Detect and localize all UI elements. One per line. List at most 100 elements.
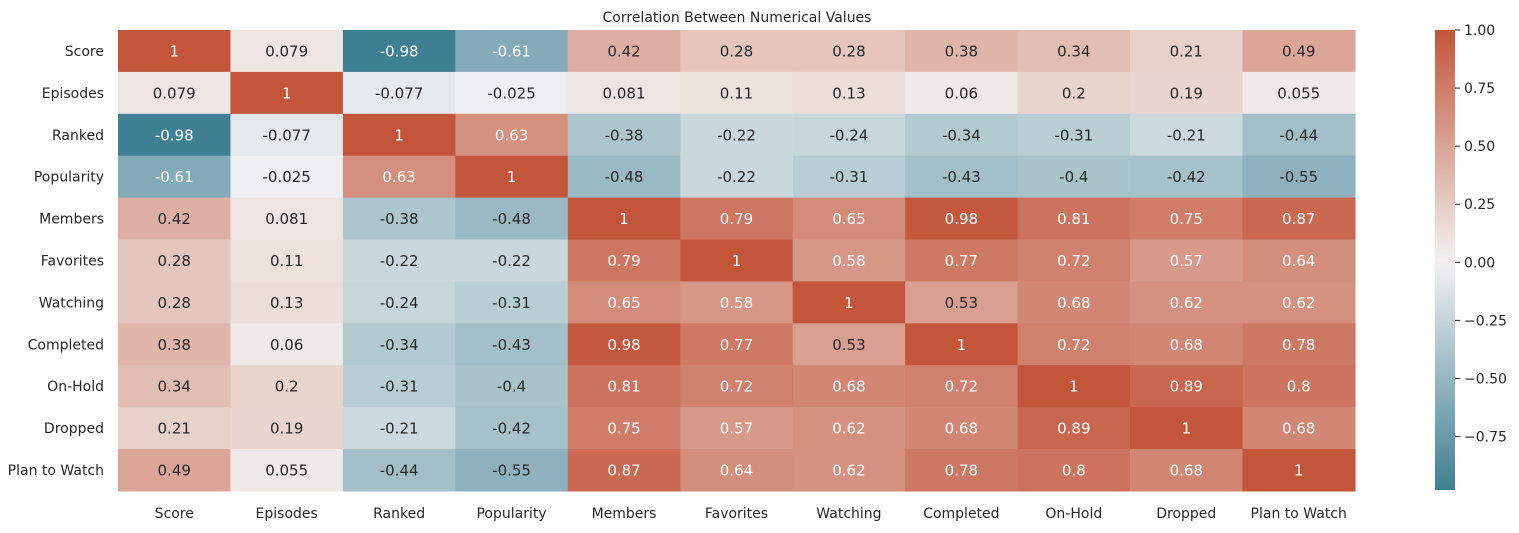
cell-on-hold-watching [792, 365, 906, 408]
cell-value-label: -0.44 [380, 461, 419, 479]
cell-watching-plan-to-watch [1242, 281, 1356, 324]
cell-value-label: -0.34 [380, 336, 419, 354]
cell-popularity-score [118, 155, 232, 199]
cell-value-label: 0.89 [1057, 420, 1090, 438]
cell-value-label: -0.4 [497, 378, 526, 396]
cell-value-label: 0.81 [607, 378, 640, 396]
cell-value-label: 0.34 [1057, 42, 1090, 60]
cell-value-label: 0.72 [1057, 252, 1090, 270]
cell-members-favorites [680, 197, 794, 241]
cell-watching-members [567, 281, 681, 324]
cell-dropped-dropped [1130, 407, 1244, 450]
cell-dropped-popularity [455, 407, 569, 450]
cell-value-label: 0.57 [1170, 252, 1203, 270]
cell-value-label: -0.34 [942, 126, 981, 144]
cell-completed-on-hold [1017, 323, 1131, 366]
cell-value-label: 0.11 [720, 84, 753, 102]
cell-score-ranked [342, 30, 456, 73]
cell-value-label: 0.58 [832, 252, 865, 270]
cell-episodes-score [118, 71, 232, 115]
cell-watching-favorites [680, 281, 794, 324]
cell-watching-dropped [1130, 281, 1244, 324]
x-tick-label: Dropped [1156, 506, 1216, 522]
cell-value-label: 0.055 [1277, 84, 1320, 102]
y-tick-label: Score [65, 44, 104, 60]
cell-members-popularity [455, 197, 569, 241]
cell-episodes-favorites [680, 71, 794, 115]
cell-value-label: 0.68 [1170, 461, 1203, 479]
colorbar-tick-label: 1.00 [1464, 23, 1495, 39]
cell-plan-to-watch-popularity [455, 449, 569, 492]
colorbar-tick-label: 0.75 [1464, 81, 1495, 97]
y-tick-label: Dropped [44, 421, 104, 437]
cell-value-label: 0.68 [832, 378, 865, 396]
cell-plan-to-watch-favorites [680, 449, 794, 492]
cell-value-label: 0.28 [158, 294, 191, 312]
cell-popularity-ranked [342, 155, 456, 199]
cell-value-label: -0.42 [492, 420, 531, 438]
cell-value-label: -0.48 [605, 168, 644, 186]
x-tick-label: Episodes [256, 506, 318, 522]
x-tick-label: Score [155, 506, 194, 522]
cell-value-label: 0.079 [265, 42, 308, 60]
cell-plan-to-watch-dropped [1130, 449, 1244, 492]
cell-value-label: -0.55 [492, 461, 531, 479]
cell-value-label: 0.98 [607, 336, 640, 354]
colorbar-tick-label: 0.00 [1464, 255, 1495, 271]
cell-plan-to-watch-score [118, 449, 232, 492]
cell-popularity-completed [905, 155, 1019, 199]
cell-value-label: 0.42 [158, 210, 191, 228]
cell-watching-on-hold [1017, 281, 1131, 324]
cell-value-label: -0.21 [380, 420, 419, 438]
cell-dropped-completed [905, 407, 1019, 450]
x-axis-tick-labels: Score Episodes Ranked Popularity Members Favo… [155, 506, 1347, 522]
cell-on-hold-plan-to-watch [1242, 365, 1356, 408]
cell-on-hold-ranked [342, 365, 456, 408]
cell-on-hold-members [567, 365, 681, 408]
cell-ranked-members [567, 113, 681, 157]
cell-value-label: -0.31 [1054, 126, 1093, 144]
cell-members-completed [905, 197, 1019, 241]
cell-value-label: 0.98 [945, 210, 978, 228]
colorbar-gradient [1435, 30, 1455, 490]
x-tick-label: Completed [923, 506, 999, 522]
cell-value-label: -0.22 [717, 126, 756, 144]
cell-value-label: 1 [732, 252, 742, 270]
cell-value-label: -0.24 [830, 126, 869, 144]
cell-value-label: -0.31 [380, 378, 419, 396]
cell-members-score [118, 197, 232, 241]
cell-value-label: 1 [394, 126, 404, 144]
cell-value-label: -0.98 [380, 42, 419, 60]
x-tick-label: Members [592, 506, 657, 522]
colorbar-tick-label: 0.25 [1464, 197, 1495, 213]
cell-on-hold-favorites [680, 365, 794, 408]
cell-score-dropped [1130, 30, 1244, 73]
y-tick-label: Members [39, 212, 104, 228]
cell-dropped-watching [792, 407, 906, 450]
cell-value-label: 0.89 [1170, 378, 1203, 396]
cell-on-hold-popularity [455, 365, 569, 408]
cell-score-on-hold [1017, 30, 1131, 73]
heatmap-cells [118, 30, 1356, 492]
cell-value-label: -0.4 [1059, 168, 1088, 186]
y-tick-label: Completed [28, 337, 104, 353]
cell-dropped-members [567, 407, 681, 450]
cell-dropped-favorites [680, 407, 794, 450]
x-tick-label: Watching [816, 506, 881, 522]
cell-value-label: 0.64 [1282, 252, 1315, 270]
cell-value-label: -0.077 [262, 126, 310, 144]
chart-title: Correlation Between Numerical Values [603, 10, 872, 26]
cell-score-episodes [230, 30, 344, 73]
cell-value-label: 0.11 [270, 252, 303, 270]
cell-score-watching [792, 30, 906, 73]
cell-favorites-plan-to-watch [1242, 239, 1356, 282]
cell-plan-to-watch-completed [905, 449, 1019, 492]
cell-value-label: -0.077 [375, 84, 423, 102]
cell-value-label: 0.79 [720, 210, 753, 228]
cell-dropped-ranked [342, 407, 456, 450]
cell-dropped-plan-to-watch [1242, 407, 1356, 450]
cell-value-label: 0.77 [945, 252, 978, 270]
cell-ranked-episodes [230, 113, 344, 157]
cell-value-label: -0.42 [1167, 168, 1206, 186]
cell-value-label: -0.21 [1167, 126, 1206, 144]
